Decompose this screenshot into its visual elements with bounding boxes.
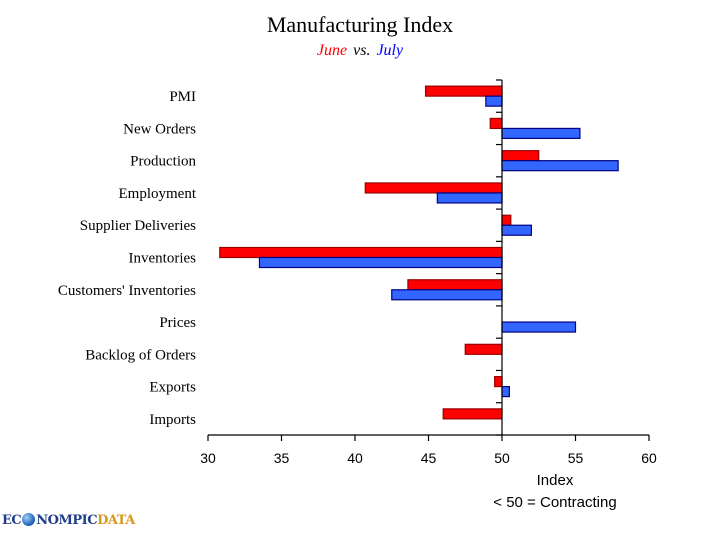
x-tick-label: 60 [641,450,657,466]
bar-july [485,95,503,107]
x-tick-label: 30 [200,450,216,466]
bar-june [407,279,503,291]
subtitle-vs: vs. [353,42,371,59]
category-label: Production [130,154,196,170]
bar-june [501,214,512,226]
chart-subtitle: June vs. July [0,42,720,60]
category-label: Supplier Deliveries [80,218,196,234]
x-axis-title: Index < 50 = Contracting [455,470,655,514]
x-axis-note: < 50 = Contracting [493,494,617,511]
x-tick-label: 50 [494,450,510,466]
bar-july [501,385,510,398]
x-tick-label: 40 [347,450,363,466]
category-label: Exports [149,380,196,396]
x-tick-label: 35 [274,450,290,466]
globe-icon [22,513,36,526]
category-label: Employment [119,186,197,202]
x-tick-label: 55 [568,450,584,466]
bar-july [258,256,503,269]
bar-july [501,224,532,236]
bar-june [489,117,503,130]
category-label: New Orders [123,121,196,137]
category-label: Backlog of Orders [85,347,196,363]
bar-june [364,182,503,194]
chart-title: Manufacturing Index [266,12,454,37]
x-axis-label: Index [536,472,574,489]
legend-july: July [376,42,404,59]
bar-june [501,150,540,162]
bar-july [501,127,581,140]
category-label: Prices [159,315,196,331]
bar-july [501,160,619,172]
bar-june [219,246,503,259]
econompicdata-logo: EC NOMPICDATA [2,513,135,528]
category-label: Inventories [129,251,197,267]
bar-june [494,375,503,388]
bar-july [501,321,577,333]
category-label: Customers' Inventories [58,283,196,299]
bar-july [436,192,503,204]
legend-june: June [316,42,348,59]
bar-july [391,289,503,301]
x-tick-label: 45 [421,450,437,466]
bar-june [442,408,503,420]
bar-june [464,343,503,355]
bar-june [424,85,503,97]
category-label: PMI [169,89,196,105]
category-label: Imports [149,412,196,428]
